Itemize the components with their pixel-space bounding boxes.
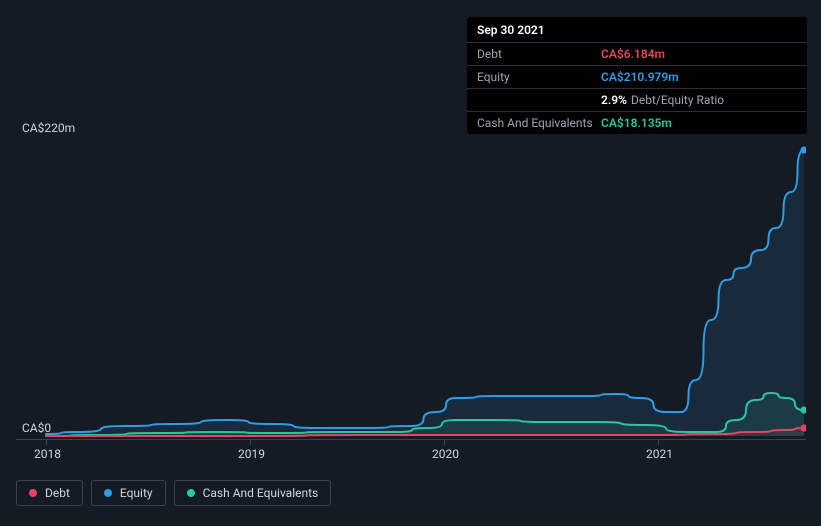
legend-label-cash: Cash And Equivalents [203, 486, 319, 500]
tooltip-date: Sep 30 2021 [467, 17, 807, 42]
tooltip-row-extra: Debt/Equity Ratio [631, 93, 724, 107]
tooltip-row: Cash And EquivalentsCA$18.135m [467, 111, 807, 134]
legend-dot-cash [187, 489, 195, 497]
tooltip-row-value: CA$18.135m [601, 116, 672, 130]
legend-item-cash[interactable]: Cash And Equivalents [174, 480, 332, 506]
tooltip-row-value: CA$210.979m [601, 70, 679, 84]
legend-item-equity[interactable]: Equity [91, 480, 166, 506]
tooltip-row-label [477, 93, 601, 107]
series-area [46, 150, 804, 436]
legend-dot-equity [104, 489, 112, 497]
tooltip-row: 2.9%Debt/Equity Ratio [467, 88, 807, 111]
tooltip-row: EquityCA$210.979m [467, 65, 807, 88]
tooltip-row-label: Debt [477, 47, 601, 61]
legend-item-debt[interactable]: Debt [16, 480, 83, 506]
legend-label-equity: Equity [120, 486, 153, 500]
legend: Debt Equity Cash And Equivalents [16, 480, 331, 506]
tooltip-row-value: CA$6.184m [601, 47, 665, 61]
legend-label-debt: Debt [45, 486, 70, 500]
tooltip-card: Sep 30 2021 DebtCA$6.184mEquityCA$210.97… [467, 17, 807, 134]
tooltip-row-label: Cash And Equivalents [477, 116, 601, 130]
legend-dot-debt [29, 489, 37, 497]
tooltip-row-label: Equity [477, 70, 601, 84]
tooltip-row-value: 2.9%Debt/Equity Ratio [601, 93, 724, 107]
tooltip-row: DebtCA$6.184m [467, 42, 807, 65]
